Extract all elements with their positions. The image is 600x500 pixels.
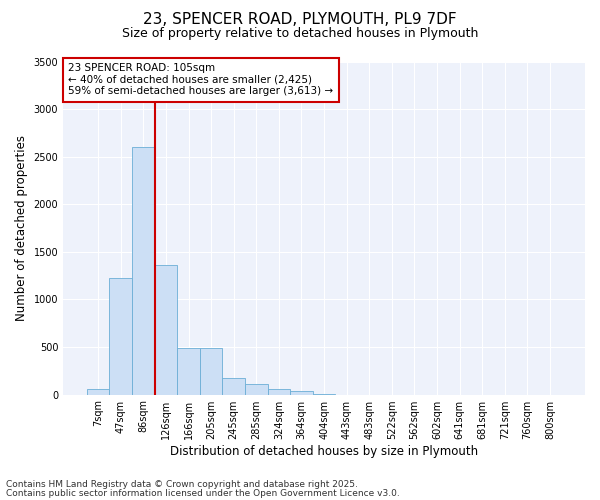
- Text: Contains HM Land Registry data © Crown copyright and database right 2025.: Contains HM Land Registry data © Crown c…: [6, 480, 358, 489]
- Bar: [155, 265, 177, 394]
- Text: 23, SPENCER ROAD, PLYMOUTH, PL9 7DF: 23, SPENCER ROAD, PLYMOUTH, PL9 7DF: [143, 12, 457, 28]
- Bar: [223, 378, 245, 394]
- Bar: [87, 389, 109, 394]
- Bar: [245, 384, 268, 394]
- Text: 23 SPENCER ROAD: 105sqm
← 40% of detached houses are smaller (2,425)
59% of semi: 23 SPENCER ROAD: 105sqm ← 40% of detache…: [68, 63, 334, 96]
- Bar: [290, 391, 313, 394]
- Bar: [109, 278, 132, 394]
- X-axis label: Distribution of detached houses by size in Plymouth: Distribution of detached houses by size …: [170, 444, 478, 458]
- Bar: [132, 147, 155, 394]
- Bar: [268, 390, 290, 394]
- Bar: [177, 348, 200, 395]
- Text: Contains public sector information licensed under the Open Government Licence v3: Contains public sector information licen…: [6, 488, 400, 498]
- Bar: [200, 348, 223, 395]
- Y-axis label: Number of detached properties: Number of detached properties: [15, 135, 28, 321]
- Text: Size of property relative to detached houses in Plymouth: Size of property relative to detached ho…: [122, 28, 478, 40]
